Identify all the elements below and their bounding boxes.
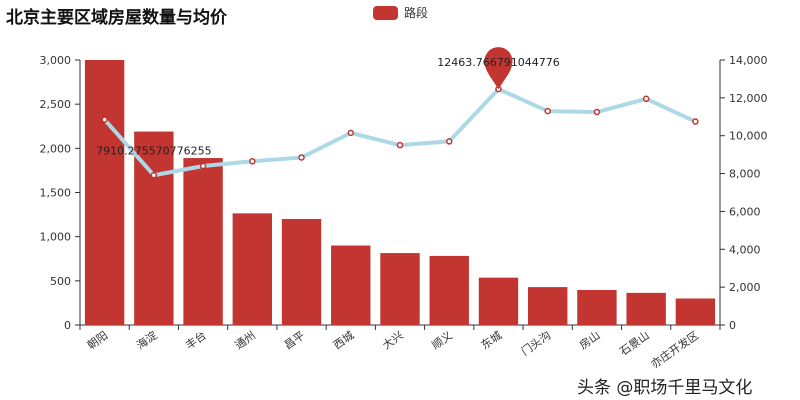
x-tick-label: 昌平 [282,329,307,352]
line-point [347,129,355,137]
line-point [593,108,601,116]
chart-title: 北京主要区域房屋数量与均价 [6,8,227,28]
y-right-tick-label: 10,000 [729,130,768,143]
line-point [101,116,108,123]
y-right-tick-label: 14,000 [729,54,768,67]
x-tick-label: 西城 [331,329,356,352]
bar [626,292,666,325]
y-right-tick-label: 8,000 [729,168,761,181]
bar [528,287,568,325]
bar [183,158,223,325]
x-tick-label: 亦庄开发区 [648,328,701,371]
y-left-tick-label: 1,500 [40,187,72,200]
min-value-label: 7910.275570776255 [96,144,211,157]
y-right-tick-label: 12,000 [729,92,768,105]
x-tick-label: 顺义 [429,329,454,352]
x-tick-label: 大兴 [380,328,406,352]
bar [281,219,322,325]
bar [331,245,371,325]
line-point [298,154,305,161]
y-right-tick-label: 6,000 [729,205,761,218]
x-tick-label: 房山 [577,329,602,352]
y-left-tick-label: 500 [50,275,71,288]
line-point [199,162,207,170]
x-tick-label: 丰台 [183,328,209,352]
line-point [544,107,551,115]
y-right-tick-label: 2,000 [729,281,761,294]
line-point [396,141,404,149]
y-left-tick-label: 3,000 [40,54,72,67]
legend-label: 路段 [404,6,429,20]
legend-swatch [373,5,398,20]
x-tick-label: 通州 [233,329,258,352]
line-point [692,118,699,125]
line-point [249,158,256,165]
y-left-tick-label: 1,000 [40,231,72,244]
bar [577,290,617,325]
max-pin-marker [484,47,513,90]
y-left-tick-label: 0 [64,319,71,332]
line-point [445,138,453,145]
x-tick-label: 东城 [479,329,504,352]
line-point [150,172,158,179]
y-left-tick-label: 2,500 [40,98,72,111]
bar [232,213,272,325]
bar [134,131,174,325]
bar [478,277,519,325]
legend-item[interactable]: 路段 [373,4,428,21]
bar [429,255,469,325]
watermark: 头条 @职场千里马文化 [577,378,753,398]
x-tick-label: 海淀 [134,328,160,352]
max-value-label: 12463.766791044776 [437,56,559,69]
line-point [642,95,650,103]
x-tick-label: 石景山 [617,329,651,359]
x-tick-label: 门头沟 [518,328,553,358]
bar [380,253,420,325]
y-right-tick-label: 4,000 [729,243,761,256]
bar [675,298,716,325]
y-right-tick-label: 0 [729,319,736,332]
x-tick-label: 朝阳 [85,329,110,352]
y-left-tick-label: 2,000 [40,142,72,155]
bar [84,60,125,325]
